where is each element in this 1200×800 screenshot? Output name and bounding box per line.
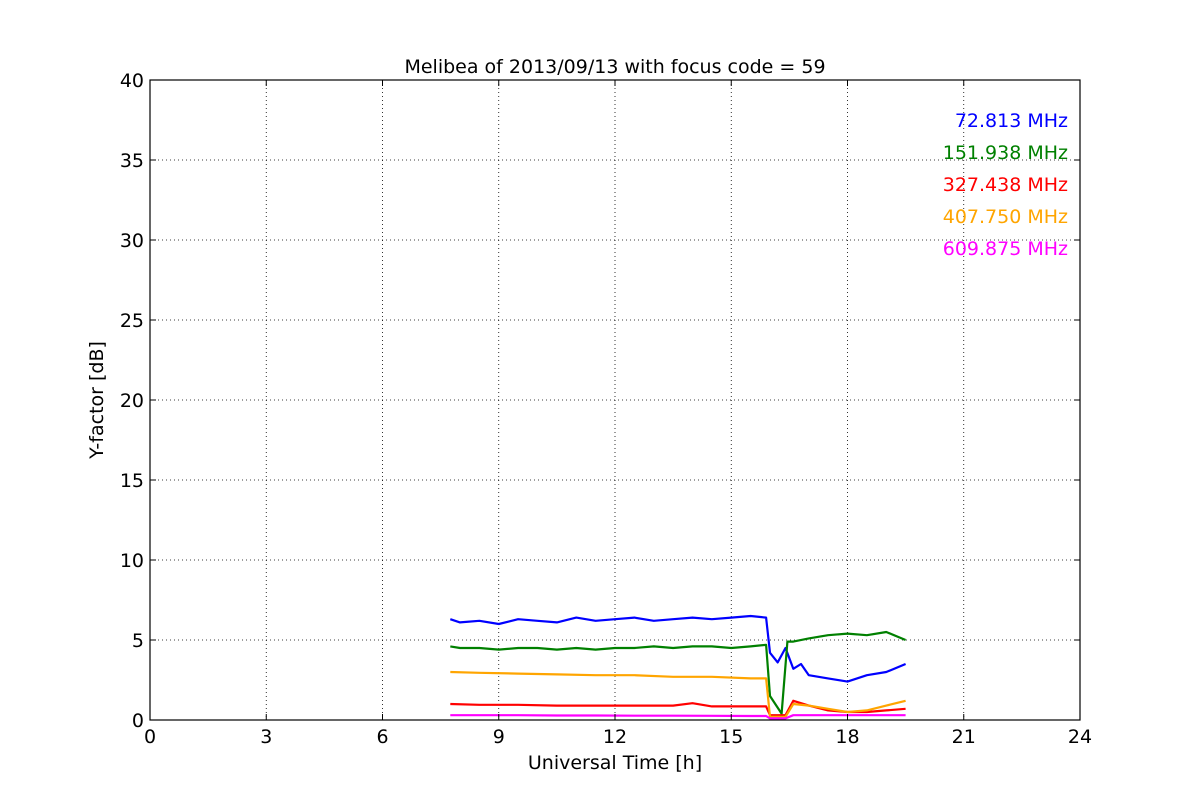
y-tick-label: 5 <box>132 630 144 652</box>
y-tick-label: 25 <box>120 310 144 332</box>
series-line <box>450 630 907 715</box>
series-line <box>450 670 906 718</box>
y-tick-label: 10 <box>120 550 144 572</box>
x-tick-label: 24 <box>1068 726 1092 748</box>
x-tick-label: 9 <box>493 726 505 748</box>
axis-ticks: 0 3 6 9 12 15 18 21 24 0 5 10 15 20 25 30 35 40 <box>120 70 1092 748</box>
y-axis-label: Y-factor [dB] <box>86 341 108 460</box>
series-line <box>449 614 907 683</box>
legend: 72.813 MHz 151.938 MHz 327.438 MHz 407.750 … <box>943 110 1068 260</box>
chart-title: Melibea of 2013/09/13 with focus code = … <box>404 56 825 78</box>
x-tick-label: 18 <box>835 726 859 748</box>
y-tick-label: 40 <box>120 70 144 92</box>
legend-entry: 407.750 MHz <box>943 206 1068 228</box>
x-tick-label: 15 <box>719 726 743 748</box>
y-tick-label: 35 <box>120 150 144 172</box>
legend-entry: 151.938 MHz <box>943 142 1068 164</box>
legend-entry: 327.438 MHz <box>943 174 1068 196</box>
y-tick-label: 20 <box>120 390 144 412</box>
grid-lines <box>150 80 1080 720</box>
x-tick-label: 12 <box>603 726 627 748</box>
x-tick-label: 0 <box>144 726 156 748</box>
x-tick-label: 6 <box>376 726 388 748</box>
y-tick-label: 15 <box>120 470 144 492</box>
legend-entry: 609.875 MHz <box>943 238 1068 260</box>
x-tick-label: 21 <box>952 726 976 748</box>
x-tick-label: 3 <box>260 726 272 748</box>
legend-entry: 72.813 MHz <box>955 110 1068 132</box>
y-tick-label: 30 <box>120 230 144 252</box>
x-axis-label: Universal Time [h] <box>528 752 702 774</box>
y-tick-label: 0 <box>132 710 144 732</box>
